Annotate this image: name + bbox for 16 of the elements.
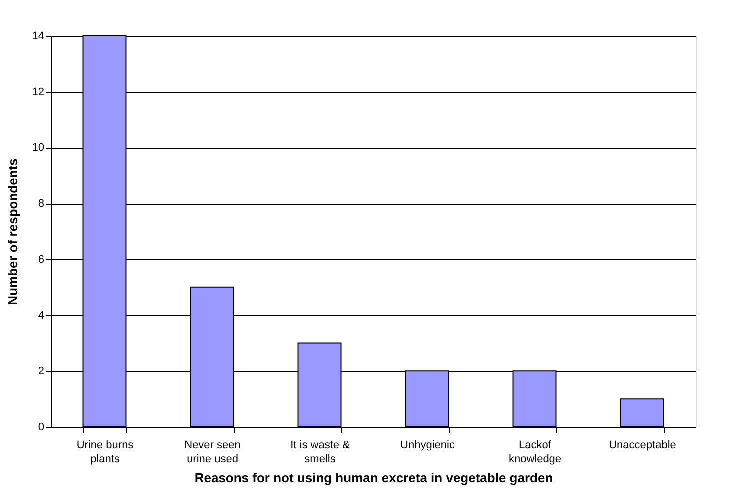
y-tick-label: 8 xyxy=(38,198,44,210)
y-tick-label: 2 xyxy=(38,366,44,378)
x-tick-label: Never seen urine used xyxy=(184,440,241,466)
y-tick-label: 6 xyxy=(38,254,44,266)
x-tick-label: Lackof knowledge xyxy=(508,440,562,466)
y-tick-label: 14 xyxy=(32,30,44,42)
y-tick-label: 12 xyxy=(32,86,44,98)
x-axis-title: Reasons for not using human excreta in vegetable garden xyxy=(194,470,554,486)
y-tick-label: 4 xyxy=(38,310,44,322)
y-tick-label: 10 xyxy=(32,142,44,154)
x-tick-label: It is waste & smells xyxy=(290,440,351,466)
x-tick-label: Urine burns plants xyxy=(76,440,134,466)
x-tick-label: Unacceptable xyxy=(609,440,676,452)
y-tick-label: 0 xyxy=(38,422,44,434)
x-tick-label: Unhygienic xyxy=(400,440,456,452)
y-axis-title: Number of respondents xyxy=(5,158,20,306)
